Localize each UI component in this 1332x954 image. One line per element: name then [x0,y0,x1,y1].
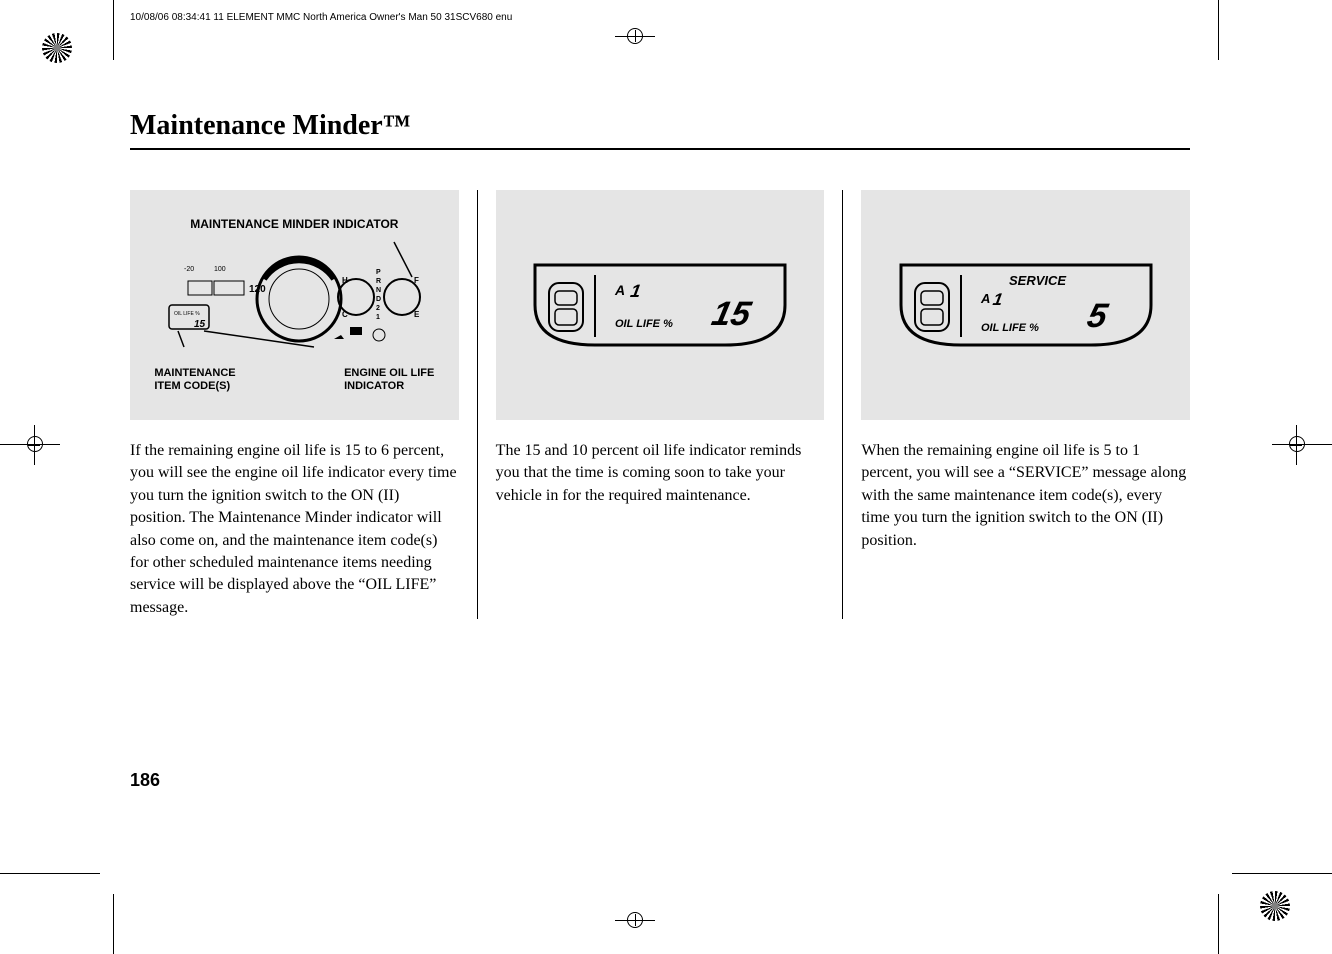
svg-text:A: A [614,282,625,298]
svg-text:R: R [376,278,381,285]
display-5-box: SERVICE A 1 OIL LIFE % 5 [861,190,1190,420]
svg-text:E: E [414,310,420,319]
svg-text:OIL LIFE %: OIL LIFE % [174,311,200,317]
svg-text:D: D [376,296,381,303]
column-layout: MAINTENANCE MINDER INDICATOR H C F E P [130,190,1190,619]
svg-text:C: C [342,310,348,319]
svg-text:100: 100 [214,266,226,273]
registration-mark [42,33,72,63]
svg-text:OIL LIFE %: OIL LIFE % [981,322,1039,334]
svg-text:-20: -20 [184,266,194,273]
column-3-body: When the remaining engine oil life is 5 … [861,440,1190,552]
svg-text:A: A [980,291,990,306]
column-2: A 1 OIL LIFE % 15 The 15 and 10 percent … [477,190,843,619]
svg-text:1: 1 [376,314,380,321]
instrument-cluster-diagram: H C F E P R N D 2 1 120 [154,239,434,359]
crop-line [1272,444,1332,445]
maintenance-item-codes-label: MAINTENANCE ITEM CODE(S) [154,367,235,393]
svg-text:15: 15 [708,295,755,333]
oil-life-5-service-display: SERVICE A 1 OIL LIFE % 5 [891,255,1161,355]
column-1-body: If the remaining engine oil life is 15 t… [130,440,459,619]
column-1: MAINTENANCE MINDER INDICATOR H C F E P [130,190,477,619]
crop-line [1232,873,1332,874]
crop-line [113,894,114,954]
svg-text:N: N [376,287,381,294]
display-15-box: A 1 OIL LIFE % 15 [496,190,825,420]
svg-text:P: P [376,269,381,276]
page-title: Maintenance Minder™ [130,110,1190,150]
label-line: INDICATOR [344,380,404,392]
bottom-labels-row: MAINTENANCE ITEM CODE(S) ENGINE OIL LIFE… [154,367,434,393]
crop-line [1218,894,1219,954]
crop-line [0,873,100,874]
print-metadata: 10/08/06 08:34:41 11 ELEMENT MMC North A… [130,12,512,23]
registration-mark [1260,891,1290,921]
svg-text:1: 1 [629,281,643,301]
crop-line [0,444,60,445]
crop-line [1218,0,1219,60]
maintenance-minder-indicator-label: MAINTENANCE MINDER INDICATOR [190,217,398,231]
dashboard-illustration-box: MAINTENANCE MINDER INDICATOR H C F E P [130,190,459,420]
label-line: MAINTENANCE [154,367,235,379]
svg-text:5: 5 [1084,297,1112,335]
svg-text:OIL LIFE %: OIL LIFE % [615,318,673,330]
page-content: Maintenance Minder™ MAINTENANCE MINDER I… [130,110,1190,619]
label-line: ENGINE OIL LIFE [344,367,434,379]
svg-text:120: 120 [249,284,266,295]
engine-oil-life-indicator-label: ENGINE OIL LIFE INDICATOR [344,367,434,393]
page-number: 186 [130,770,160,791]
column-2-body: The 15 and 10 percent oil life indicator… [496,440,825,507]
svg-text:H: H [342,276,348,285]
crop-line [113,0,114,60]
svg-text:15: 15 [194,319,206,330]
svg-text:SERVICE: SERVICE [1009,273,1066,288]
svg-text:F: F [414,276,419,285]
svg-text:1: 1 [991,289,1004,309]
oil-life-15-display: A 1 OIL LIFE % 15 [525,255,795,355]
column-3: SERVICE A 1 OIL LIFE % 5 When the remain… [842,190,1190,619]
label-line: ITEM CODE(S) [154,380,230,392]
svg-text:2: 2 [376,305,380,312]
